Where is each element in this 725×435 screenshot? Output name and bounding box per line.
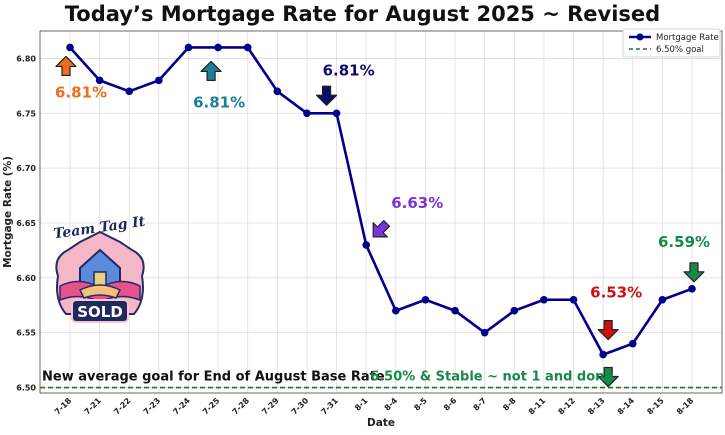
annotation-arrow: [55, 55, 77, 77]
x-tick-label: 8-11: [527, 396, 548, 417]
logo-sold: SOLD: [77, 303, 123, 321]
x-tick-label: 8-14: [616, 396, 637, 417]
x-tick-label: 8-1: [353, 396, 370, 413]
annotation-label: 6.63%: [391, 194, 443, 212]
data-point: [303, 109, 311, 118]
x-tick-label: 8-12: [556, 396, 577, 417]
data-point: [451, 306, 459, 315]
data-point: [125, 87, 134, 96]
annotation-label: 6.53%: [590, 284, 642, 302]
data-point: [599, 350, 607, 359]
x-tick-label: 8-6: [442, 396, 459, 413]
data-point: [392, 306, 400, 315]
data-point: [273, 87, 282, 96]
annotation-label: 6.81%: [323, 61, 375, 79]
data-point: [332, 109, 341, 118]
y-tick-label: 6.75: [16, 109, 36, 118]
y-tick-label: 6.80: [16, 54, 36, 63]
plot-frame: [39, 30, 723, 394]
annotation-label: 6.81%: [193, 93, 245, 111]
x-tick-label: 7-21: [83, 396, 104, 417]
x-tick-label: 7-22: [112, 396, 133, 417]
annotation-arrow: [372, 220, 391, 238]
data-point: [243, 43, 252, 52]
y-tick-label: 6.70: [16, 164, 36, 173]
data-point: [658, 295, 667, 304]
data-point: [66, 43, 74, 52]
annotation-arrow: [597, 320, 619, 341]
data-point: [184, 43, 193, 52]
data-point: [688, 284, 696, 293]
series-mortgage-rate: [66, 43, 696, 359]
annotation-arrow: [200, 60, 222, 82]
data-point: [362, 241, 370, 249]
notes: New average goal for End of August Base …: [42, 370, 613, 385]
y-tick-label: 6.65: [16, 219, 36, 228]
note-goal-text: New average goal for End of August Base …: [42, 370, 385, 385]
annotations: 6.81% 6.81% 6.81% 6.63% 6.53% 6.59%: [55, 55, 710, 388]
note-stable-text: 6.50% & Stable ~ not 1 and done: [370, 370, 613, 385]
x-tick-label: 7-31: [319, 396, 340, 417]
x-tick-label: 8-15: [645, 396, 666, 417]
data-point: [214, 43, 222, 52]
legend-goal: 6.50% goal: [656, 45, 704, 55]
series-line: [69, 46, 693, 356]
data-point: [480, 328, 489, 337]
annotation-label: 6.59%: [658, 233, 710, 251]
x-tick-label: 7-24: [171, 396, 192, 417]
y-tick-label: 6.55: [16, 329, 36, 338]
team-tag-it-logo: SOLD Team Tag It: [53, 214, 147, 323]
x-tick-label: 7-29: [260, 396, 281, 417]
data-point: [95, 76, 104, 85]
data-point: [569, 295, 578, 304]
annotation-arrow: [597, 366, 619, 388]
data-point: [628, 339, 637, 348]
x-tick-label: 8-8: [501, 396, 518, 413]
x-tick-label: 8-13: [586, 396, 607, 417]
data-point: [540, 295, 548, 304]
x-tick-label: 8-4: [383, 396, 400, 413]
annotation-arrow: [315, 85, 338, 106]
x-tick-label: 7-25: [201, 396, 222, 417]
chart-title: Today’s Mortgage Rate for August 2025 ~ …: [64, 2, 661, 26]
x-tick-label: 7-18: [53, 396, 74, 417]
x-tick-label: 7-23: [142, 396, 163, 417]
annotation-arrow: [683, 262, 705, 283]
y-axis-label: Mortgage Rate (%): [2, 156, 14, 268]
legend: Mortgage Rate 6.50% goal: [622, 28, 721, 58]
data-point: [510, 306, 519, 315]
y-tick-label: 6.60: [16, 274, 36, 283]
y-tick-label: 6.50: [16, 384, 36, 393]
x-tick-label: 8-7: [471, 396, 488, 413]
data-point: [421, 295, 430, 304]
data-point: [155, 76, 163, 85]
x-tick-label: 8-5: [412, 396, 429, 413]
annotation-label: 6.81%: [55, 83, 107, 101]
x-axis-label: Date: [367, 417, 395, 429]
legend-mortgage-rate: Mortgage Rate: [656, 33, 719, 43]
x-tick-label: 8-18: [675, 396, 696, 417]
x-tick-label: 7-28: [231, 396, 252, 417]
x-tick-label: 7-30: [290, 396, 311, 417]
